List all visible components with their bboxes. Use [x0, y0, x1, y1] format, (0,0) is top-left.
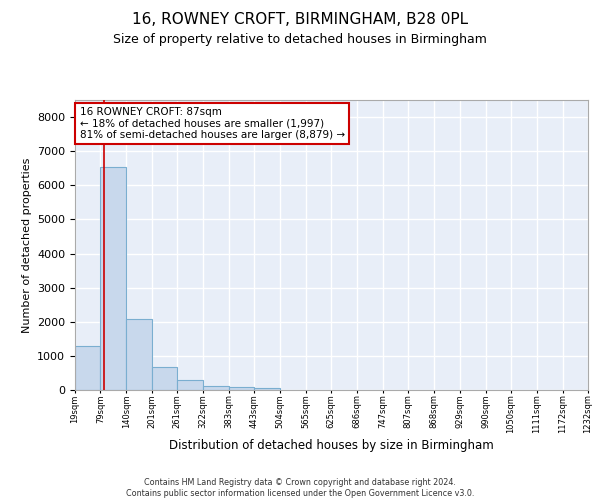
- Text: Size of property relative to detached houses in Birmingham: Size of property relative to detached ho…: [113, 32, 487, 46]
- Bar: [126, 319, 152, 390]
- Bar: [75, 346, 100, 390]
- Bar: [100, 166, 126, 390]
- Bar: [178, 380, 203, 390]
- Bar: [254, 388, 280, 390]
- Bar: [229, 388, 254, 390]
- Bar: [203, 386, 229, 390]
- Y-axis label: Number of detached properties: Number of detached properties: [22, 158, 32, 332]
- X-axis label: Distribution of detached houses by size in Birmingham: Distribution of detached houses by size …: [169, 438, 494, 452]
- Text: 16, ROWNEY CROFT, BIRMINGHAM, B28 0PL: 16, ROWNEY CROFT, BIRMINGHAM, B28 0PL: [132, 12, 468, 28]
- Text: Contains HM Land Registry data © Crown copyright and database right 2024.
Contai: Contains HM Land Registry data © Crown c…: [126, 478, 474, 498]
- Bar: [152, 368, 178, 390]
- Text: 16 ROWNEY CROFT: 87sqm
← 18% of detached houses are smaller (1,997)
81% of semi-: 16 ROWNEY CROFT: 87sqm ← 18% of detached…: [80, 107, 345, 140]
